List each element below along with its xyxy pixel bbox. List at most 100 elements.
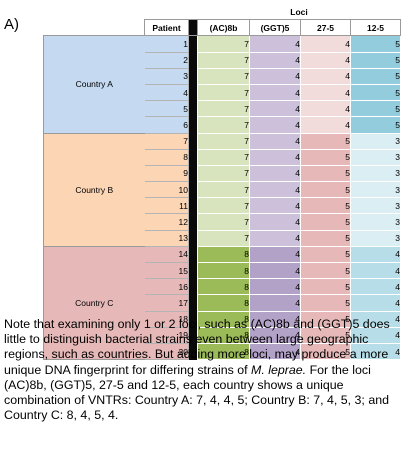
- separator-bar: [188, 84, 198, 101]
- table-row: 13 7 4 5 3: [44, 229, 401, 247]
- patient-cell: 18: [144, 310, 189, 328]
- ggt5-cell: 4: [249, 294, 301, 312]
- ggt5-cell: 4: [249, 213, 301, 231]
- separator-bar: [188, 262, 198, 279]
- locus-27-5-cell: 4: [300, 51, 351, 69]
- col-header-ggt5: (GGT)5: [249, 19, 301, 37]
- ac8b-cell: 8: [197, 310, 250, 328]
- column-header-row: Patient (AC)8b (GGT)5 27-5 12-5: [44, 19, 401, 37]
- ac8b-cell: 8: [197, 326, 250, 344]
- table-row: 11 7 4 5 3: [44, 197, 401, 215]
- ac8b-cell: 7: [197, 148, 250, 166]
- ac8b-cell: 7: [197, 197, 250, 215]
- patient-cell: 3: [144, 67, 189, 85]
- separator-bar: [188, 100, 198, 117]
- ac8b-cell: 7: [197, 213, 250, 231]
- locus-12-5-cell: 4: [350, 261, 401, 280]
- separator-bar: [188, 230, 198, 247]
- locus-27-5-cell: 5: [300, 294, 351, 312]
- patient-cell: 16: [144, 278, 189, 296]
- ggt5-cell: 4: [249, 83, 301, 102]
- locus-27-5-cell: 5: [300, 197, 351, 215]
- locus-27-5-cell: 5: [300, 261, 351, 280]
- species-name: M. leprae.: [251, 362, 307, 377]
- ggt5-cell: 4: [249, 278, 301, 296]
- ggt5-cell: 4: [249, 132, 301, 150]
- patient-cell: 17: [144, 294, 189, 312]
- ac8b-cell: 7: [197, 164, 250, 183]
- ggt5-cell: 4: [249, 245, 301, 264]
- patient-cell: 7: [144, 132, 189, 150]
- separator-bar: [188, 165, 198, 182]
- locus-27-5-cell: 4: [300, 83, 351, 102]
- locus-12-5-cell: 4: [350, 245, 401, 264]
- patient-cell: 6: [144, 116, 189, 134]
- locus-27-5-cell: 5: [300, 342, 351, 361]
- patient-cell: 15: [144, 261, 189, 280]
- locus-27-5-cell: 5: [300, 132, 351, 150]
- panel-label: A): [4, 16, 19, 33]
- locus-27-5-cell: 5: [300, 326, 351, 344]
- ac8b-cell: 7: [197, 67, 250, 85]
- locus-12-5-cell: 3: [350, 164, 401, 183]
- patient-cell: 9: [144, 164, 189, 183]
- separator-bar: [188, 35, 198, 53]
- locus-27-5-cell: 5: [300, 245, 351, 264]
- locus-12-5-cell: 3: [350, 197, 401, 215]
- locus-12-5-cell: 3: [350, 132, 401, 150]
- country-label: Country C: [43, 245, 145, 361]
- locus-12-5-cell: 5: [350, 67, 401, 85]
- patient-cell: 2: [144, 51, 189, 69]
- separator-bar: [188, 327, 198, 344]
- locus-12-5-cell: 3: [350, 229, 401, 247]
- locus-12-5-cell: 3: [350, 148, 401, 166]
- table-row: 18 8 4 5 4: [44, 310, 401, 328]
- patient-cell: 13: [144, 229, 189, 247]
- locus-27-5-cell: 5: [300, 164, 351, 183]
- locus-12-5-cell: 5: [350, 51, 401, 69]
- separator-bar: [188, 311, 198, 328]
- locus-27-5-cell: 4: [300, 100, 351, 118]
- patient-cell: 10: [144, 181, 189, 199]
- ggt5-cell: 4: [249, 229, 301, 247]
- ggt5-cell: 4: [249, 261, 301, 280]
- caption-text-1: Note that examining only 1 or 2 loci, su…: [4, 317, 390, 377]
- ac8b-cell: 7: [197, 83, 250, 102]
- locus-12-5-cell: 4: [350, 342, 401, 361]
- locus-27-5-cell: 4: [300, 35, 351, 53]
- ggt5-cell: 4: [249, 164, 301, 183]
- ac8b-cell: 8: [197, 278, 250, 296]
- separator-bar: [188, 19, 198, 37]
- ggt5-cell: 4: [249, 181, 301, 199]
- ggt5-cell: 4: [249, 148, 301, 166]
- ac8b-cell: 8: [197, 245, 250, 264]
- locus-12-5-cell: 3: [350, 181, 401, 199]
- table-row: 17 8 4 5 4: [44, 294, 401, 312]
- patient-cell: 1: [144, 35, 189, 53]
- locus-12-5-cell: 5: [350, 83, 401, 102]
- loci-table: Loci Patient (AC)8b (GGT)5 27-5 12-5 Cou…: [43, 4, 401, 361]
- locus-12-5-cell: 4: [350, 310, 401, 328]
- table-row: 16 8 4 5 4: [44, 278, 401, 296]
- locus-27-5-cell: 4: [300, 67, 351, 85]
- ac8b-cell: 8: [197, 294, 250, 312]
- col-header-patient: Patient: [144, 19, 189, 37]
- ac8b-cell: 7: [197, 116, 250, 134]
- patient-cell: 11: [144, 197, 189, 215]
- ggt5-cell: 4: [249, 67, 301, 85]
- separator-bar: [188, 213, 198, 231]
- ggt5-cell: 4: [249, 35, 301, 53]
- locus-27-5-cell: 5: [300, 213, 351, 231]
- ggt5-cell: 4: [249, 342, 301, 361]
- separator-bar: [188, 68, 198, 85]
- patient-cell: 14: [144, 245, 189, 264]
- country-label: Country A: [43, 35, 145, 134]
- locus-27-5-cell: 5: [300, 181, 351, 199]
- locus-12-5-cell: 5: [350, 100, 401, 118]
- separator-bar: [188, 278, 198, 295]
- patient-cell: 5: [144, 100, 189, 118]
